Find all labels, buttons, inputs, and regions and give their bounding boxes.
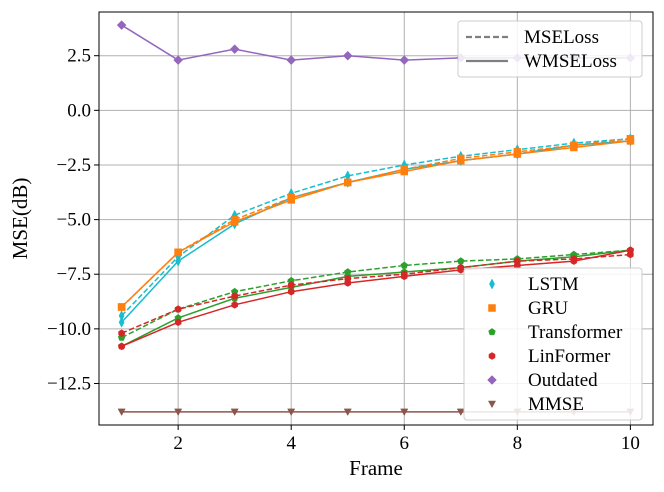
legend-entry-linformer: LinFormer	[488, 346, 611, 367]
legend-label-transformer: Transformer	[528, 322, 623, 343]
series-line-gru-wmseloss	[121, 140, 631, 308]
series-line-linformer-wmseloss	[121, 249, 631, 348]
legend-entry-outdated: Outdated	[487, 370, 598, 391]
data-point-outdated	[399, 55, 410, 65]
legend-marker-lstm	[489, 278, 495, 290]
legend-marker-gru	[488, 304, 496, 312]
data-point-linformer-wmseloss	[627, 246, 634, 254]
data-point-transformer-mseloss	[400, 261, 408, 269]
legend-entry-mmse: MMSE	[487, 394, 584, 415]
data-point-linformer-wmseloss	[400, 272, 408, 281]
x-tick-label: 4	[286, 433, 296, 454]
data-point-linformer-wmseloss	[344, 279, 352, 287]
series-line-transformer-mseloss	[121, 249, 631, 339]
data-point-linformer-wmseloss	[174, 318, 182, 327]
data-point-lstm-wmseloss	[175, 255, 182, 267]
legend-entry-gru: GRU	[488, 298, 568, 319]
data-point-outdated	[173, 55, 183, 65]
data-point-linformer-mseloss	[231, 292, 238, 300]
series-line-transformer-wmseloss	[121, 249, 631, 348]
legend-marker-outdated	[487, 375, 497, 385]
legend-marker-transformer	[488, 328, 496, 336]
y-axis-label: MSE(dB)	[8, 178, 32, 260]
legend-label-mmse: MMSE	[528, 394, 584, 415]
data-point-mmse	[230, 408, 239, 417]
plot-frame	[98, 11, 654, 426]
data-point-outdated	[286, 55, 297, 65]
data-point-lstm-wmseloss	[118, 316, 125, 328]
data-point-gru-wmseloss	[457, 156, 465, 165]
legend-marker-mmse	[487, 400, 497, 409]
data-point-gru-wmseloss	[570, 143, 578, 152]
legend-marker-linformer	[488, 352, 496, 360]
y-tick-label: −12.5	[47, 373, 91, 394]
x-tick-label: 8	[513, 433, 523, 454]
legend-entry-lstm: LSTM	[489, 274, 579, 295]
legend-label-outdated: Outdated	[528, 370, 598, 391]
data-point-mmse	[400, 408, 409, 417]
data-point-outdated	[116, 20, 127, 30]
data-point-mmse	[456, 408, 465, 417]
y-tick-label: 2.5	[67, 46, 91, 67]
data-point-linformer-mseloss	[287, 281, 295, 289]
series-linformer-wmseloss	[118, 246, 634, 351]
data-point-gru-wmseloss	[230, 218, 239, 226]
axis-ticks: 2 4 6 8 10 2.5 0.0 −2.5 −5.0 −7.5 −10.0 −12.5	[47, 46, 640, 454]
legend-label-mseloss: MSELoss	[524, 27, 599, 48]
data-point-gru-wmseloss	[287, 196, 295, 204]
data-point-gru-wmseloss	[343, 178, 352, 187]
data-point-linformer-mseloss	[118, 329, 125, 338]
series-line-gru-mseloss	[121, 137, 631, 308]
y-tick-label: −7.5	[57, 264, 91, 285]
legend-entry-wmseloss: WMSELoss	[466, 51, 617, 72]
loss-legend-box	[457, 20, 643, 78]
model-legend-box	[463, 267, 643, 421]
model-legend: LSTM GRU Transformer LinFormer Outdated MMSE	[463, 267, 643, 421]
series-line-linformer-mseloss	[121, 253, 631, 334]
data-point-outdated	[342, 50, 353, 61]
loss-legend: MSELoss WMSELoss	[457, 20, 643, 78]
data-point-mmse	[117, 408, 126, 417]
data-point-gru-wmseloss	[513, 150, 522, 158]
y-tick-label: −10.0	[47, 319, 91, 340]
x-tick-label: 10	[621, 433, 640, 454]
series-gru-wmseloss	[117, 137, 635, 311]
data-point-mmse	[174, 408, 183, 417]
data-point-linformer-wmseloss	[570, 257, 578, 265]
data-point-gru-wmseloss	[117, 303, 126, 311]
legend-label-wmseloss: WMSELoss	[524, 51, 617, 72]
data-point-linformer-wmseloss	[231, 301, 238, 309]
data-point-gru-wmseloss	[400, 167, 409, 176]
x-axis-label: Frame	[349, 456, 403, 480]
data-point-mmse	[287, 408, 296, 417]
y-tick-label: 0.0	[67, 100, 91, 121]
data-point-linformer-wmseloss	[457, 266, 465, 274]
series-layer	[116, 20, 636, 417]
legend-label-lstm: LSTM	[528, 274, 579, 295]
y-tick-label: −2.5	[57, 155, 91, 176]
legend-label-linformer: LinFormer	[528, 346, 611, 367]
legend-entry-mseloss: MSELoss	[466, 27, 599, 48]
data-point-outdated	[229, 44, 240, 55]
data-point-linformer-wmseloss	[287, 287, 295, 296]
legend-label-gru: GRU	[528, 298, 568, 319]
data-point-gru-wmseloss	[626, 137, 635, 145]
x-tick-label: 2	[173, 433, 183, 454]
x-tick-label: 6	[400, 433, 410, 454]
data-point-linformer-mseloss	[174, 305, 182, 313]
data-point-mmse	[343, 408, 352, 417]
data-point-gru-wmseloss	[174, 248, 182, 257]
data-point-linformer-wmseloss	[118, 342, 125, 351]
y-tick-label: −5.0	[57, 210, 91, 231]
legend-entry-transformer: Transformer	[488, 322, 623, 343]
data-point-transformer-mseloss	[457, 257, 465, 265]
series-line-lstm-mseloss	[121, 137, 631, 317]
